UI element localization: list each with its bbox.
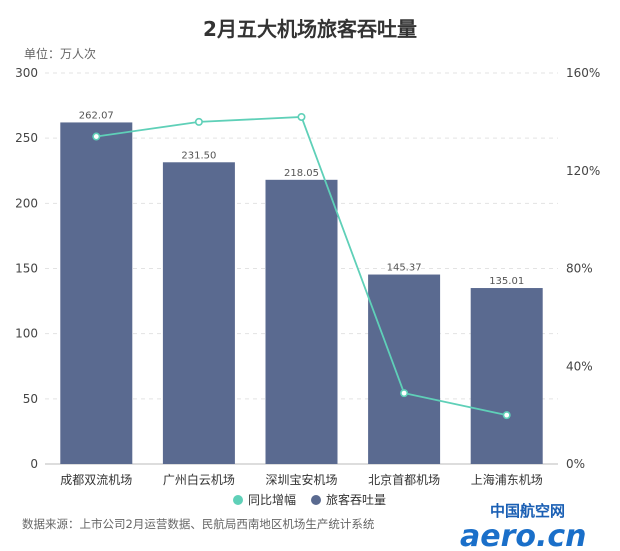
category-label-2: 深圳宝安机场 [265, 472, 337, 487]
bar-label-3: 145.37 [387, 263, 422, 274]
left-tick-label-1: 50 [23, 392, 38, 406]
bar-0 [60, 122, 133, 465]
legend-label-throughput: 旅客吞吐量 [326, 492, 386, 507]
line-point-2 [297, 112, 306, 121]
chart-title: 2月五大机场旅客吞吐量 [203, 17, 417, 41]
category-labels: 成都双流机场 广州白云机场 深圳宝安机场 北京首都机场 上海浦东机场 [60, 472, 542, 487]
right-tick-label-4: 160% [566, 66, 600, 80]
category-label-4: 上海浦东机场 [471, 472, 543, 487]
category-label-1: 广州白云机场 [163, 472, 235, 487]
right-axis-ticks: 0% 40% 80% 120% 160% [566, 66, 600, 471]
category-label-0: 成都双流机场 [60, 473, 132, 487]
bar-4 [470, 288, 543, 464]
bar-data-labels: 262.07 231.50 218.05 145.37 135.01 [79, 110, 524, 287]
source-note: 数据来源：上市公司2月运营数据、民航局西南地区机场生产统计系统 [22, 517, 375, 531]
line-point-0 [92, 132, 101, 141]
bar-series [60, 122, 543, 465]
bar-label-2: 218.05 [284, 168, 319, 179]
legend-marker-yoy [233, 495, 243, 505]
logo-cn-text: 中国航空网 [490, 502, 565, 520]
logo-en-text: aero.cn [460, 519, 587, 551]
left-tick-label-2: 100 [15, 327, 38, 341]
bar-2 [265, 179, 338, 464]
right-tick-label-3: 120% [566, 164, 600, 178]
right-tick-label-1: 40% [566, 359, 593, 373]
category-label-3: 北京首都机场 [368, 473, 440, 487]
watermark-logo: 中国航空网 aero.cn [460, 502, 587, 551]
unit-label: 单位：万人次 [24, 46, 96, 61]
bar-label-4: 135.01 [489, 276, 524, 287]
line-point-3 [400, 389, 409, 398]
line-point-4 [502, 411, 511, 420]
line-series [92, 112, 511, 420]
left-tick-label-0: 0 [30, 457, 38, 471]
legend-marker-throughput [311, 495, 321, 505]
line-point-1 [194, 117, 203, 126]
right-tick-label-2: 80% [566, 262, 593, 276]
left-axis-ticks: 0 50 100 150 200 250 300 [15, 66, 38, 471]
bar-3 [368, 274, 441, 464]
bar-label-1: 231.50 [181, 150, 216, 161]
legend-label-yoy: 同比增幅 [248, 492, 296, 507]
bar-label-0: 262.07 [79, 110, 114, 121]
bar-1 [162, 162, 235, 465]
legend: 同比增幅 旅客吞吐量 [233, 492, 386, 507]
left-tick-label-5: 250 [15, 131, 38, 145]
left-tick-label-4: 200 [15, 196, 38, 210]
right-tick-label-0: 0% [566, 457, 585, 471]
left-tick-label-3: 150 [15, 262, 38, 276]
left-tick-label-6: 300 [15, 66, 38, 80]
